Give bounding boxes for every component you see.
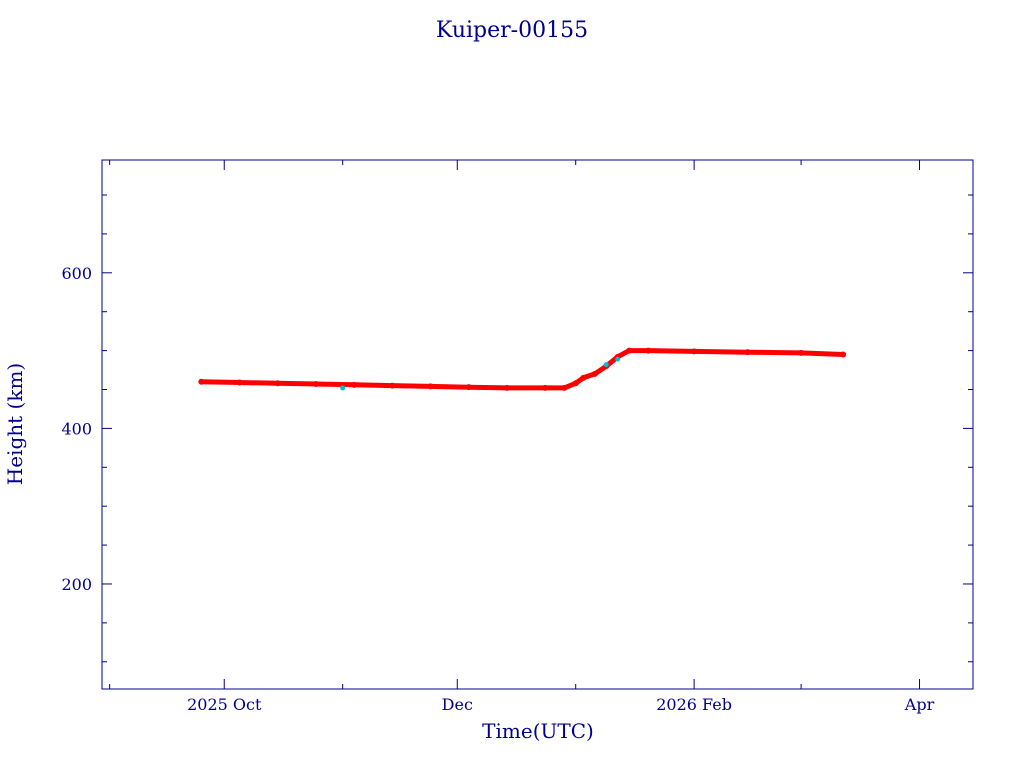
axis-ticks [102, 160, 973, 689]
data-point [840, 351, 847, 358]
data-point [198, 378, 205, 385]
y-tick-label: 600 [61, 264, 92, 283]
data-point [572, 380, 579, 387]
data-point [691, 348, 698, 355]
x-tick-label: Apr [904, 695, 935, 714]
y-tick-label: 200 [61, 575, 92, 594]
data-points [198, 347, 847, 391]
data-point [389, 382, 396, 389]
data-point [274, 380, 281, 387]
y-axis-label: Height (km) [3, 363, 27, 485]
data-point [798, 349, 805, 356]
data-point [312, 381, 319, 388]
data-point [626, 347, 633, 354]
x-tick-label: 2025 Oct [187, 695, 262, 714]
tick-labels: 200 400 600 2025 Oct Dec 2026 Feb Apr [61, 264, 934, 714]
data-point [236, 379, 243, 386]
data-point [580, 374, 587, 381]
x-tick-label: 2026 Feb [656, 695, 732, 714]
series-1 [340, 356, 621, 391]
y-tick-label: 400 [61, 419, 92, 438]
x-axis-label: Time(UTC) [482, 719, 594, 743]
data-point [351, 381, 358, 388]
data-point [561, 384, 568, 391]
data-point [645, 347, 652, 354]
data-point [591, 370, 598, 377]
series-0 [198, 347, 847, 391]
data-point [340, 385, 346, 391]
chart-title: Kuiper-00155 [436, 18, 588, 43]
plot-frame [101, 159, 974, 690]
data-point [503, 384, 510, 391]
data-point [427, 383, 434, 390]
x-tick-label: Dec [442, 695, 473, 714]
data-point [615, 356, 621, 362]
data-point [465, 384, 472, 391]
series-track [198, 348, 846, 391]
data-point [542, 384, 549, 391]
data-point [603, 362, 609, 368]
data-point [744, 349, 751, 356]
